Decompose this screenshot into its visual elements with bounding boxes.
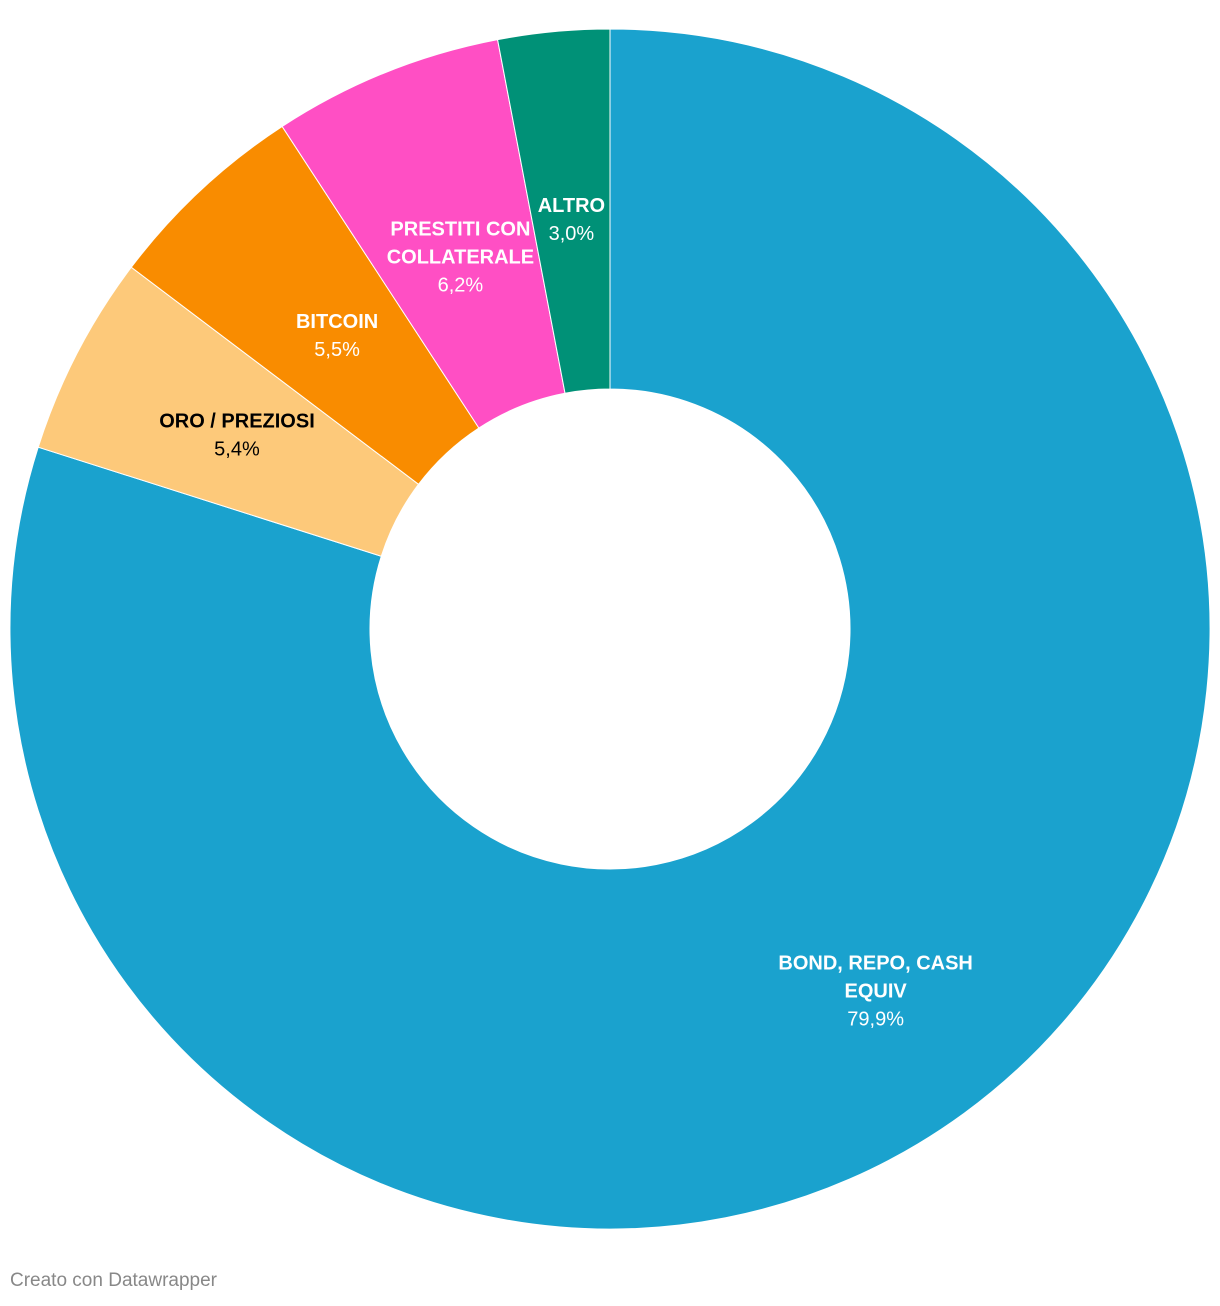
slice-value-0: 79,9% xyxy=(847,1009,904,1031)
slice-label-group-3: PRESTITI CON COLLATERALE 6,2% xyxy=(387,218,534,296)
donut-slice-4 xyxy=(496,28,611,394)
donut-chart: BOND, REPO, CASH EQUIV 79,9% ORO / PREZIOSI… xyxy=(9,28,1211,1230)
slice-value-1: 5,4% xyxy=(214,438,260,460)
slice-label-2-line-0: BITCOIN xyxy=(296,311,378,333)
credit-footer: Creato con Datawrapper xyxy=(10,1270,217,1291)
slice-label-3-line-1: COLLATERALE xyxy=(387,246,534,268)
donut-slice-0 xyxy=(9,28,1211,1230)
slice-label-1-line-0: ORO / PREZIOSI xyxy=(159,410,315,432)
slice-value-2: 5,5% xyxy=(314,339,360,361)
slice-label-group-2: BITCOIN 5,5% xyxy=(296,311,378,361)
slice-label-0-line-0: BOND, REPO, CASH xyxy=(778,953,972,975)
slice-label-0-line-1: EQUIV xyxy=(845,981,908,1003)
slice-label-group-0: BOND, REPO, CASH EQUIV 79,9% xyxy=(778,953,972,1031)
slice-label-group-1: ORO / PREZIOSI 5,4% xyxy=(159,410,315,460)
slice-label-group-4: ALTRO 3,0% xyxy=(538,195,605,245)
slice-label-3-line-0: PRESTITI CON xyxy=(390,218,530,240)
slice-value-3: 6,2% xyxy=(438,274,484,296)
slice-value-4: 3,0% xyxy=(549,223,595,245)
slice-label-4-line-0: ALTRO xyxy=(538,195,605,217)
